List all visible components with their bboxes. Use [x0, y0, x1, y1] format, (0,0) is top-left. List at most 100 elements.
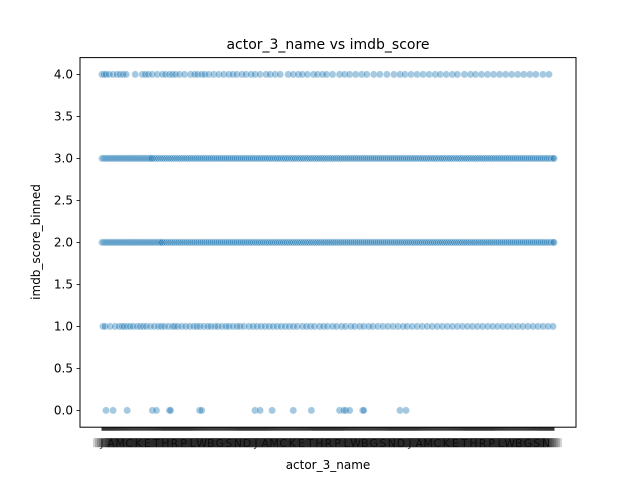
data-point [412, 238, 420, 247]
data-point [291, 154, 300, 163]
data-point [327, 238, 336, 247]
data-point [508, 238, 517, 247]
x-tick-label-overlap [399, 438, 418, 448]
x-tick-label-overlap [324, 438, 343, 448]
data-point [235, 154, 243, 163]
y-tick-label: 2.0 [54, 235, 73, 249]
x-tick-label-overlap [276, 438, 295, 448]
x-tick-label-overlap [161, 438, 180, 448]
x-tick-label-overlap [278, 438, 297, 448]
x-tick-label-overlap [227, 438, 246, 448]
x-tick-label-glyph: M [115, 437, 125, 450]
x-tick-label-overlap [117, 438, 136, 448]
data-point [510, 154, 519, 163]
x-tick-label-overlap [501, 438, 520, 448]
x-tick-label-overlap [336, 438, 355, 448]
data-point [390, 70, 398, 79]
data-point [273, 238, 282, 247]
data-point [152, 406, 161, 415]
data-point [166, 238, 175, 247]
x-tick-label-overlap [495, 438, 514, 448]
x-tick-label-overlap [169, 438, 188, 448]
data-point [399, 322, 407, 331]
data-point [450, 238, 459, 247]
x-tick-label-overlap [390, 438, 409, 448]
x-tick-label-overlap [407, 438, 426, 448]
x-tick-label-glyph: D [397, 437, 405, 450]
x-tick-label-overlap [401, 438, 420, 448]
data-point [239, 154, 247, 163]
data-point [164, 238, 173, 247]
data-point [378, 154, 386, 163]
x-tick-label-overlap [362, 438, 381, 448]
data-point [454, 154, 463, 163]
data-point [298, 322, 307, 331]
data-point [363, 154, 372, 163]
x-tick-label-glyph: G [524, 437, 533, 450]
data-point [468, 238, 477, 247]
data-point [419, 70, 427, 79]
data-point [204, 238, 213, 247]
data-point [488, 154, 497, 163]
data-point [440, 154, 449, 163]
data-point [267, 154, 275, 163]
data-point [283, 154, 292, 163]
data-point [218, 238, 227, 247]
x-tick-label-overlap [366, 438, 385, 448]
data-point [418, 238, 426, 247]
data-point [309, 70, 318, 79]
data-point [178, 154, 187, 163]
data-point [273, 322, 282, 331]
data-point [516, 238, 525, 247]
data-point [329, 154, 338, 163]
data-point [424, 154, 433, 163]
x-tick-label-glyph: A [261, 437, 269, 450]
x-tick-label-glyph: A [107, 437, 115, 450]
x-tick-label-overlap [266, 438, 285, 448]
data-point [448, 238, 457, 247]
data-point [198, 238, 207, 247]
data-point [420, 238, 428, 247]
data-point [255, 154, 263, 163]
data-point [184, 154, 193, 163]
data-point [401, 70, 409, 79]
x-tick-label-overlap [308, 438, 327, 448]
y-axis: 0.0 0.5 1.0 1.5 2.0 2.5 3.0 3.5 4.0 [54, 67, 80, 417]
y-tick-label: 4.0 [54, 67, 73, 81]
x-tick-label-glyph: R [171, 437, 179, 450]
data-point [158, 154, 167, 163]
x-tick-label-overlap [191, 438, 210, 448]
data-point [378, 238, 386, 247]
x-tick-label-overlap [384, 438, 403, 448]
data-point [245, 322, 253, 331]
x-tick-label-overlap [533, 438, 552, 448]
data-point [432, 238, 441, 247]
x-tick-label-overlap [288, 438, 307, 448]
data-point [222, 154, 231, 163]
data-point [259, 154, 267, 163]
x-tick-label-overlap [465, 438, 484, 448]
data-point [486, 238, 495, 247]
x-tick-label-overlap [350, 438, 369, 448]
x-tick-label-overlap [455, 438, 474, 448]
x-tick-label-glyph: P [334, 437, 341, 450]
data-point [400, 154, 408, 163]
data-point [311, 154, 320, 163]
x-tick-label-glyph: H [469, 437, 477, 450]
x-tick-label-overlap [539, 438, 558, 448]
data-point [164, 322, 173, 331]
x-tick-label-overlap [328, 438, 347, 448]
data-point [398, 238, 406, 247]
data-point [470, 154, 479, 163]
data-point [295, 238, 304, 247]
x-tick-label-overlap [521, 438, 540, 448]
y-tick-label: 2.5 [54, 193, 73, 207]
data-point [265, 154, 273, 163]
x-tick-label-overlap [431, 438, 450, 448]
x-tick-label-overlap [483, 438, 502, 448]
x-tick-label-glyph: K [135, 437, 143, 450]
data-point [416, 154, 424, 163]
x-tick-label-overlap [477, 438, 496, 448]
